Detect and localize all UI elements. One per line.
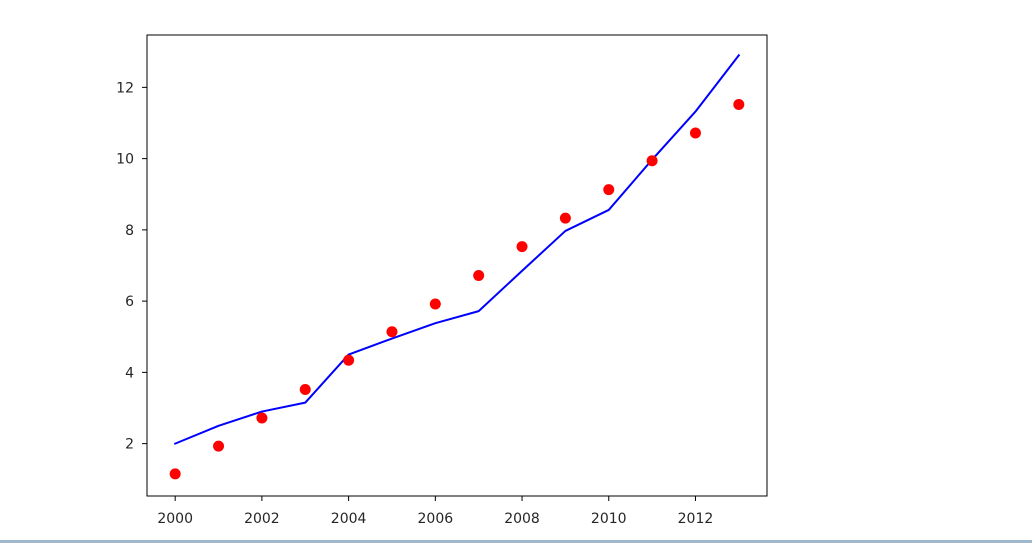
scatter-point-9 bbox=[559, 212, 571, 224]
x-tick-label-1: 2002 bbox=[244, 511, 280, 527]
scatter-point-5 bbox=[386, 326, 398, 338]
plot-background bbox=[147, 35, 767, 496]
y-tick-label-0: 2 bbox=[125, 437, 134, 453]
x-tick-label-2: 2004 bbox=[331, 511, 367, 527]
scatter-point-13 bbox=[733, 98, 745, 110]
scatter-point-10 bbox=[603, 184, 615, 196]
y-tick-label-1: 4 bbox=[125, 365, 134, 381]
scatter-point-12 bbox=[689, 127, 701, 139]
scatter-point-4 bbox=[343, 354, 355, 366]
y-tick-label-3: 8 bbox=[125, 223, 134, 239]
x-tick-label-6: 2012 bbox=[678, 511, 714, 527]
series-layer bbox=[169, 53, 745, 480]
bottom-border bbox=[0, 540, 1032, 543]
scatter-point-3 bbox=[299, 383, 311, 395]
scatter-point-1 bbox=[213, 440, 225, 452]
scatter-point-6 bbox=[429, 298, 441, 310]
x-tick-label-5: 2010 bbox=[591, 511, 627, 527]
x-tick-label-0: 2000 bbox=[157, 511, 193, 527]
x-tick-label-4: 2008 bbox=[504, 511, 540, 527]
plot-frame bbox=[146, 34, 768, 497]
y-tick-label-4: 10 bbox=[116, 152, 134, 168]
y-tick-label-5: 12 bbox=[116, 80, 134, 96]
axis-layer: 2000 2002 2004 2006 2008 2010 2012 2 4 6 8 10 12 bbox=[116, 80, 713, 527]
scatter-point-2 bbox=[256, 412, 268, 424]
y-tick-label-2: 6 bbox=[125, 294, 134, 310]
series-line-0 bbox=[173, 53, 741, 445]
scatter-point-0 bbox=[169, 468, 181, 480]
scatter-point-8 bbox=[516, 241, 528, 253]
scatter-point-11 bbox=[646, 155, 658, 167]
scatter-point-7 bbox=[473, 269, 485, 281]
x-tick-label-3: 2006 bbox=[418, 511, 454, 527]
